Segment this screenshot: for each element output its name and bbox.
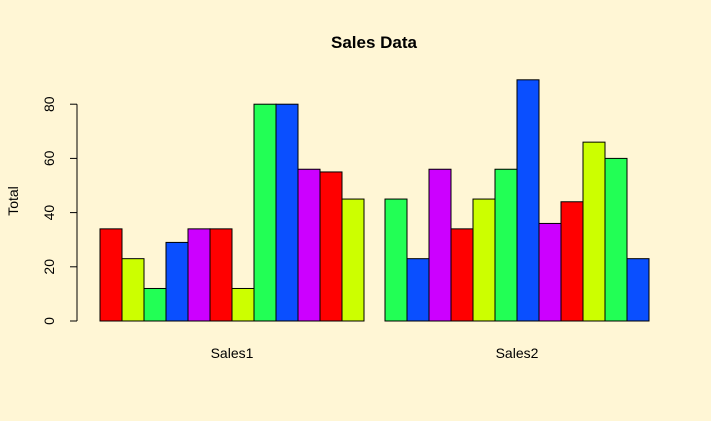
bar-sales1-1 <box>99 228 123 322</box>
bar-sales1-6 <box>209 228 233 322</box>
category-label-sales2: Sales2 <box>496 345 539 361</box>
bar-sales2-7 <box>516 79 540 322</box>
bar-sales2-12 <box>626 258 650 322</box>
bar-sales2-1 <box>384 198 408 322</box>
category-label-sales1: Sales1 <box>211 345 254 361</box>
bar-sales2-11 <box>604 157 628 322</box>
bar-sales1-3 <box>143 287 167 322</box>
bar-sales1-9 <box>275 103 299 322</box>
bar-sales2-8 <box>538 222 562 322</box>
chart-title: Sales Data <box>331 33 418 52</box>
bar-sales2-6 <box>494 168 518 322</box>
bar-sales2-2 <box>406 258 430 322</box>
y-axis: 0 20 40 60 80 <box>41 96 78 325</box>
bar-sales1-5 <box>187 228 211 322</box>
y-tick-label: 20 <box>41 259 57 275</box>
bar-sales1-8 <box>253 103 277 322</box>
bar-sales1-10 <box>297 168 321 322</box>
category-labels: Sales1 Sales2 <box>211 345 539 361</box>
bar-sales2-4 <box>450 228 474 322</box>
bar-sales1-2 <box>121 258 145 322</box>
bar-sales2-5 <box>472 198 496 322</box>
bar-sales1-7 <box>231 287 255 322</box>
y-tick-label: 40 <box>41 205 57 221</box>
bar-sales1-4 <box>165 241 189 322</box>
bar-sales1-12 <box>341 198 365 322</box>
bars-layer <box>99 79 650 322</box>
y-tick-label: 80 <box>41 96 57 112</box>
y-tick-label: 60 <box>41 150 57 166</box>
y-tick-label: 0 <box>41 317 57 325</box>
bar-sales2-3 <box>428 168 452 322</box>
y-axis-label: Total <box>5 186 21 216</box>
bar-sales1-11 <box>319 171 343 322</box>
bar-sales2-10 <box>582 141 606 322</box>
bar-sales2-9 <box>560 201 584 322</box>
